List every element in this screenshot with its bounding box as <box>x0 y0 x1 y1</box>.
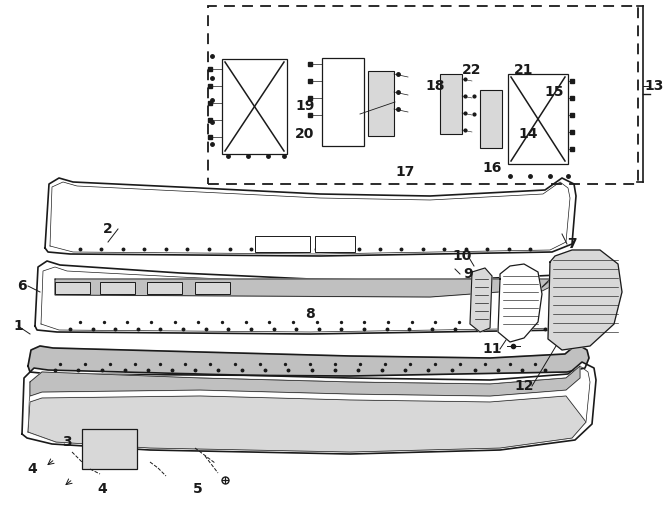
Text: 20: 20 <box>295 127 315 141</box>
Text: 1: 1 <box>13 319 23 333</box>
Bar <box>100 282 135 294</box>
Text: 18: 18 <box>426 79 445 93</box>
Text: 15: 15 <box>544 85 563 99</box>
Text: 8: 8 <box>305 307 315 321</box>
Text: 19: 19 <box>295 99 315 113</box>
Polygon shape <box>30 366 580 396</box>
Bar <box>322 58 364 146</box>
Text: 13: 13 <box>644 79 664 93</box>
Bar <box>208 6 638 184</box>
Text: 21: 21 <box>514 63 533 77</box>
Bar <box>147 282 182 294</box>
Text: 3: 3 <box>62 435 72 449</box>
Text: 11: 11 <box>482 342 501 356</box>
Polygon shape <box>35 261 587 334</box>
Text: 5: 5 <box>193 482 203 496</box>
Polygon shape <box>22 362 596 454</box>
Text: 6: 6 <box>17 279 27 293</box>
Polygon shape <box>55 279 550 297</box>
Polygon shape <box>498 264 542 342</box>
Polygon shape <box>28 396 586 452</box>
Bar <box>222 59 287 154</box>
Bar <box>480 90 502 148</box>
Text: 2: 2 <box>103 222 113 236</box>
Text: 16: 16 <box>482 161 501 175</box>
Bar <box>82 429 137 469</box>
Polygon shape <box>548 250 622 350</box>
Text: 9: 9 <box>463 267 473 281</box>
Bar <box>368 71 394 136</box>
Text: 4: 4 <box>27 462 37 476</box>
Text: 10: 10 <box>452 249 472 263</box>
Text: 14: 14 <box>518 127 537 141</box>
Bar <box>255 236 310 252</box>
Bar <box>315 236 355 252</box>
Text: 17: 17 <box>396 165 415 179</box>
Bar <box>195 282 230 294</box>
Text: 12: 12 <box>514 379 533 393</box>
Bar <box>440 74 462 134</box>
Text: 22: 22 <box>462 63 482 77</box>
Polygon shape <box>45 178 576 256</box>
Text: 4: 4 <box>97 482 107 496</box>
Polygon shape <box>470 268 492 332</box>
Bar <box>508 74 568 164</box>
Bar <box>55 282 90 294</box>
Text: 7: 7 <box>567 237 577 251</box>
Polygon shape <box>28 344 589 376</box>
Polygon shape <box>540 267 566 291</box>
